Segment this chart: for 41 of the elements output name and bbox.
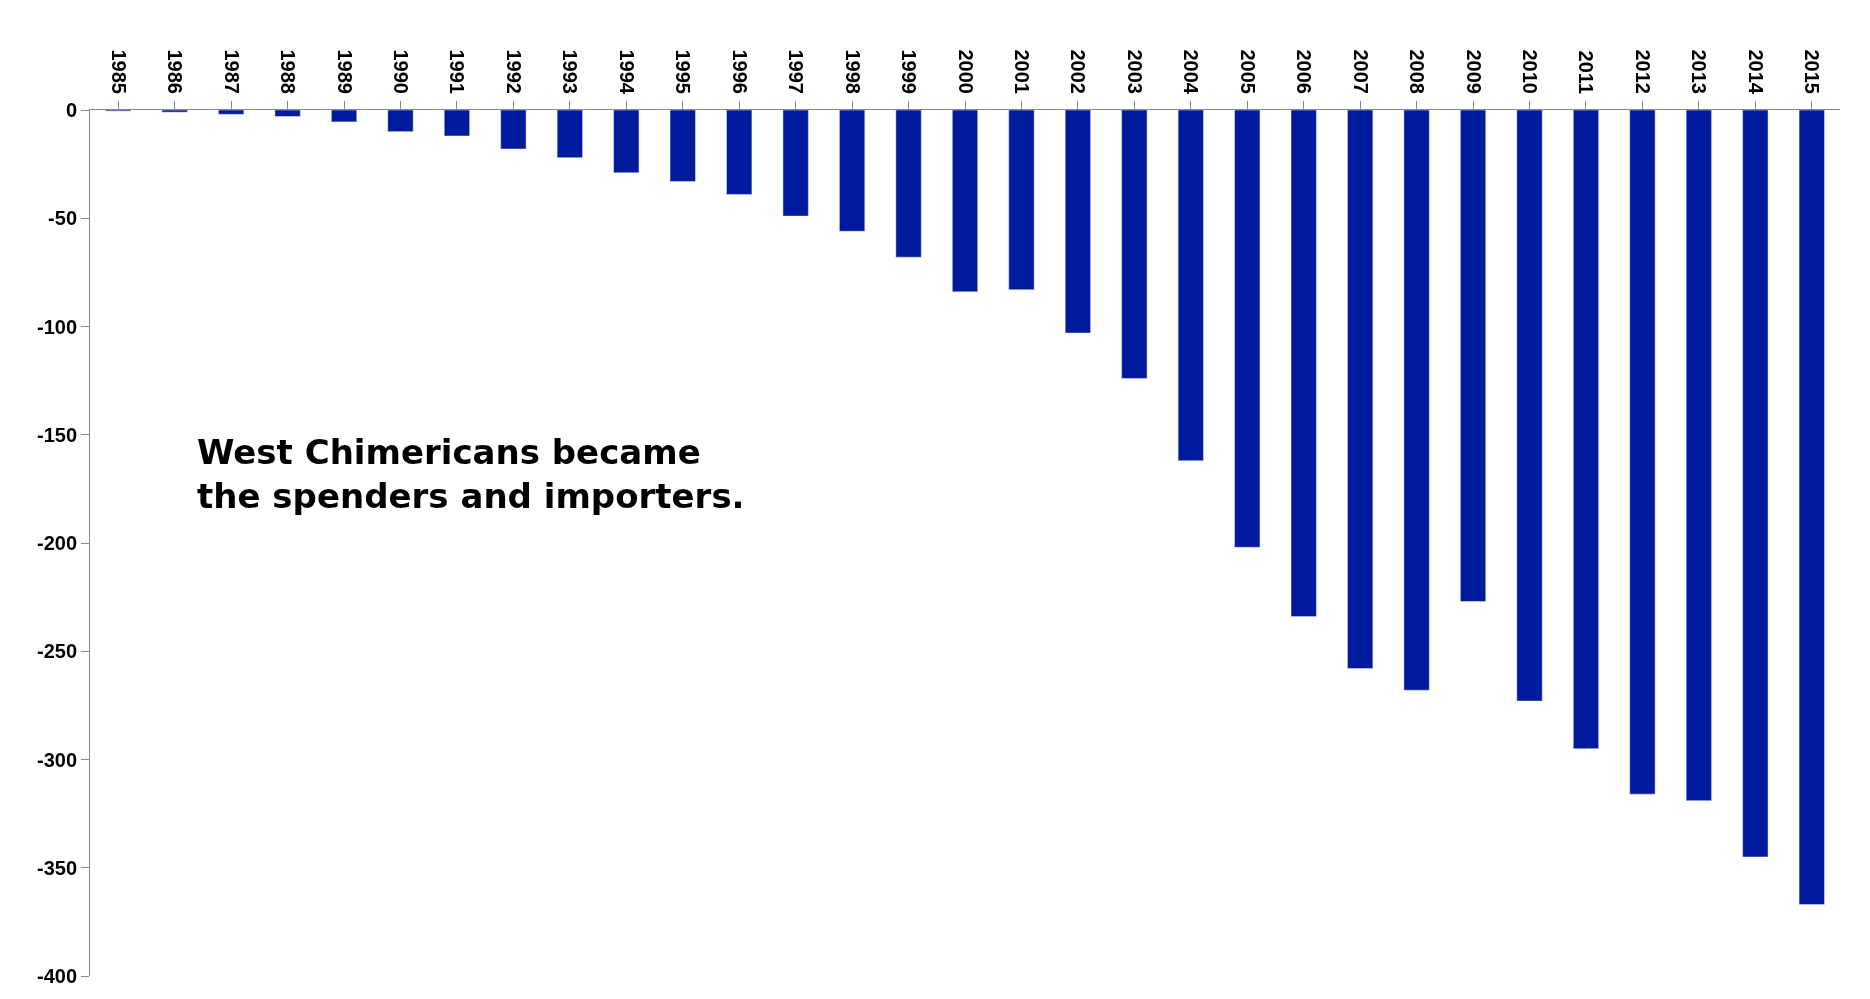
x-tick-label: 2011 [1575, 50, 1598, 94]
x-tick-label: 2013 [1688, 49, 1711, 94]
x-tick-label: 1993 [559, 49, 582, 94]
annotation: West Chimericans became the spenders and importers. [197, 432, 745, 517]
y-tick-label: -100 [36, 315, 77, 338]
y-tick-label: -350 [36, 856, 77, 879]
x-tick-label: 1995 [672, 49, 695, 94]
x-tick-label: 1997 [785, 49, 808, 94]
x-tick-label: 2006 [1293, 49, 1316, 94]
x-tick-label: 1998 [841, 49, 864, 94]
x-tick-label: 2000 [954, 49, 977, 94]
y-tick-label: -400 [36, 965, 77, 987]
y-tick-label: 0 [65, 99, 77, 121]
x-tick-label: 2014 [1744, 49, 1767, 95]
x-tick-label: 1989 [333, 49, 356, 94]
x-tick-label: 1986 [164, 49, 187, 94]
x-tick-label: 1996 [728, 49, 751, 94]
x-tick-label: 1985 [107, 49, 130, 94]
y-tick-label: -200 [36, 532, 77, 554]
y-tick-label: -250 [36, 640, 77, 663]
x-tick-label: 2002 [1067, 49, 1090, 94]
x-tick-label: 1988 [277, 49, 300, 94]
y-tick-label: -300 [36, 748, 77, 771]
x-tick-label: 2003 [1123, 49, 1146, 94]
y-tick-label: -150 [36, 423, 77, 446]
x-tick-label: 1999 [898, 49, 921, 94]
x-tick-label: 1987 [220, 49, 243, 94]
x-tick-label: 1990 [389, 49, 412, 94]
x-tick-label: 1991 [446, 49, 469, 94]
x-tick-label: 2005 [1236, 49, 1259, 94]
x-tick-label: 2008 [1406, 49, 1429, 94]
x-tick-label: 2007 [1349, 49, 1372, 94]
x-tick-label: 2004 [1180, 49, 1203, 95]
x-tick-label: 2012 [1631, 49, 1654, 94]
x-tick-label: 2010 [1519, 49, 1542, 94]
x-tick-label: 1992 [502, 49, 525, 94]
x-tick-label: 1994 [615, 49, 638, 95]
x-tick-label: 2009 [1462, 49, 1485, 94]
x-tick-label: 2015 [1801, 49, 1824, 94]
x-tick-label: 2001 [1010, 49, 1033, 94]
y-tick-label: -50 [48, 207, 77, 230]
